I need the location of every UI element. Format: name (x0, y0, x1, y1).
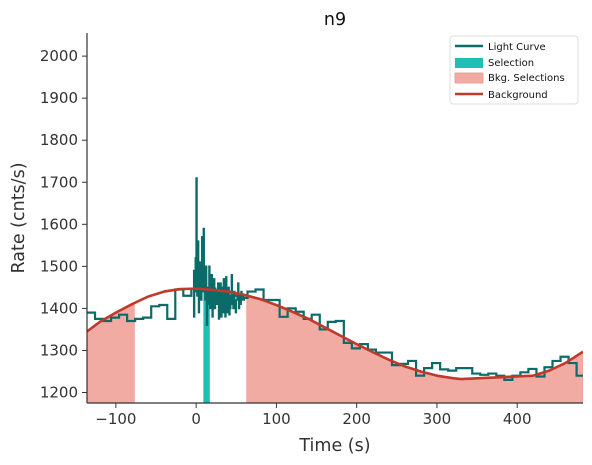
x-ticks: −100 0 100 200 300 400 (95, 403, 532, 428)
light-curve-series (87, 177, 583, 381)
selection-band (203, 289, 210, 403)
x-tick-label: −100 (95, 410, 136, 428)
legend-background-label: Background (488, 90, 548, 101)
light-curve-fine-line (192, 177, 246, 327)
legend: Light Curve Selection Bkg. Selections Ba… (449, 35, 579, 105)
y-tick-label: 1900 (40, 89, 78, 107)
legend-selection-swatch (455, 58, 483, 68)
y-axis-title: Rate (cnts/s) (9, 162, 29, 273)
y-tick-label: 1600 (40, 215, 78, 233)
y-tick-label: 2000 (40, 47, 78, 65)
background-series (87, 287, 583, 381)
x-tick-label: 100 (262, 410, 291, 428)
x-tick-label: 200 (342, 410, 371, 428)
light-curve-line (87, 287, 583, 381)
bkg-selections (87, 295, 583, 403)
y-tick-label: 1800 (40, 131, 78, 149)
x-tick-label: 300 (423, 410, 452, 428)
background-line (87, 287, 583, 381)
legend-selection-label: Selection (488, 58, 534, 69)
legend-light-curve-label: Light Curve (488, 42, 546, 53)
x-tick-label: 400 (503, 410, 532, 428)
y-tick-label: 1400 (40, 299, 78, 317)
x-axis-title: Time (s) (298, 436, 370, 456)
legend-frame (449, 35, 579, 105)
y-tick-label: 1700 (40, 173, 78, 191)
y-ticks: 1200 1300 1400 1500 1600 1700 1800 1900 2000 (40, 47, 87, 401)
x-tick-label: 0 (191, 410, 201, 428)
legend-bkg-selections-label: Bkg. Selections (488, 73, 565, 84)
selection-region (203, 289, 210, 403)
y-tick-label: 1300 (40, 341, 78, 359)
legend-bkg-selections-swatch (454, 72, 484, 84)
y-tick-label: 1500 (40, 257, 78, 275)
chart-title: n9 (324, 10, 346, 30)
y-tick-label: 1200 (40, 383, 78, 401)
